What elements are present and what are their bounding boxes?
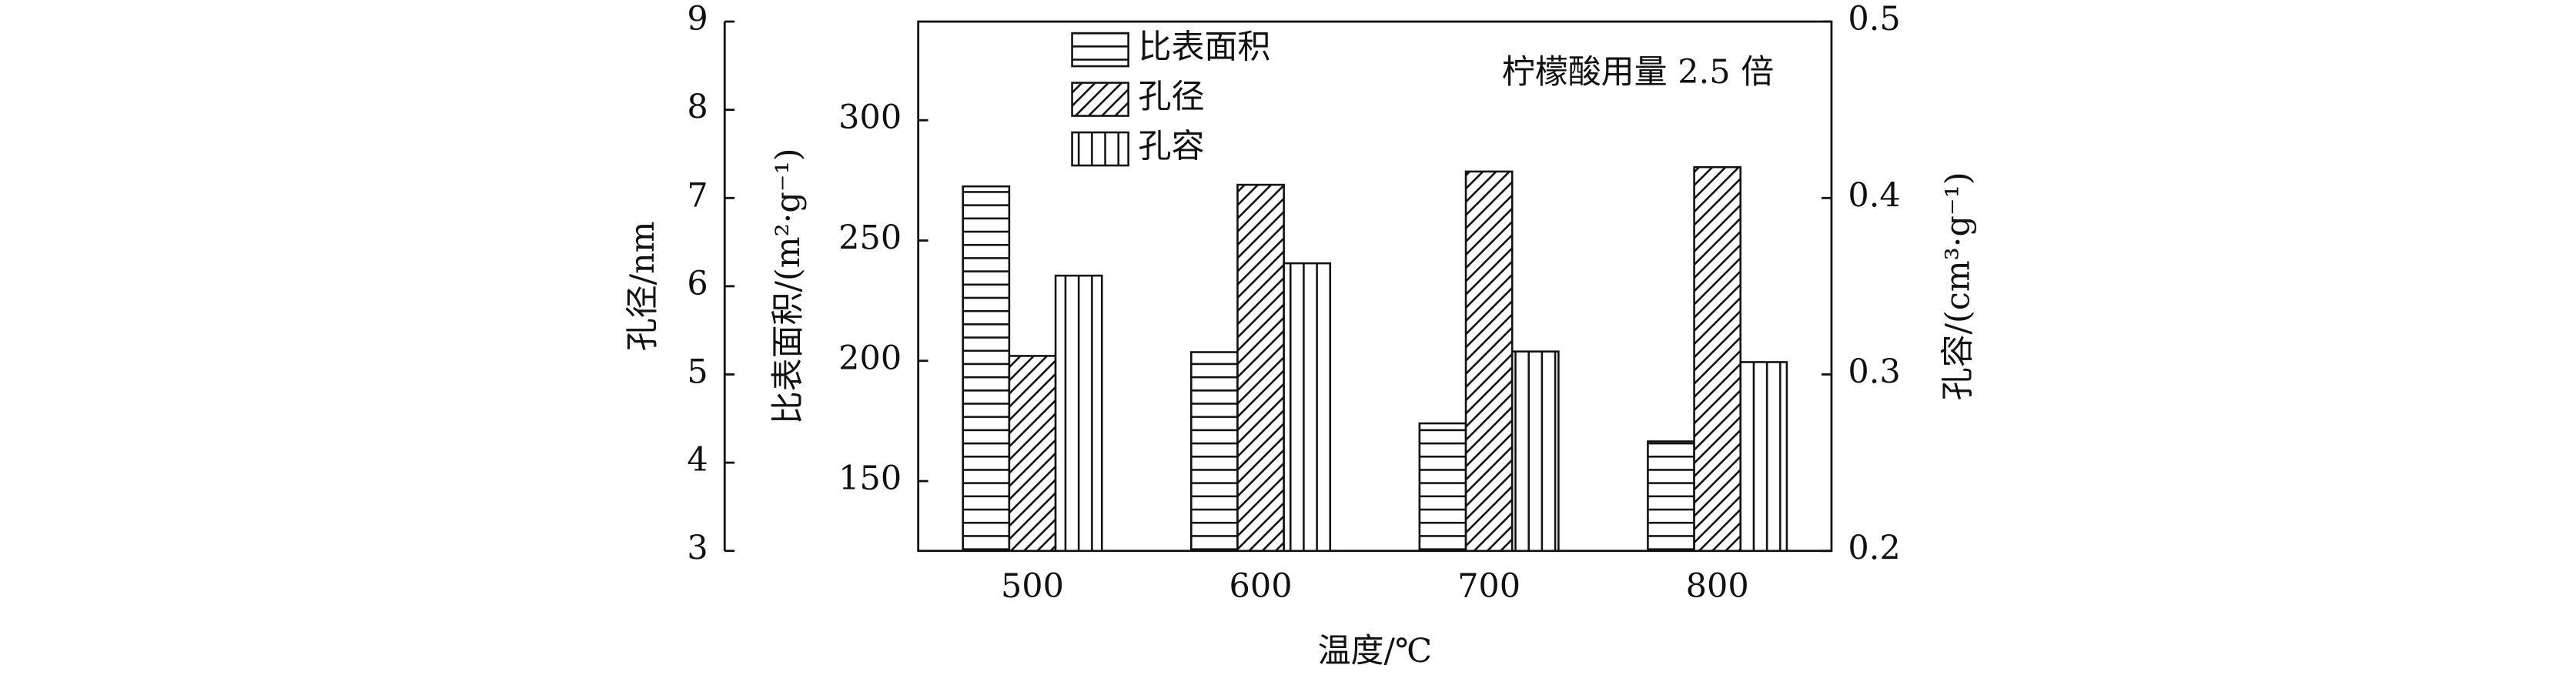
y2-tick-label: 0.3 xyxy=(1848,353,1900,391)
annotation: 柠檬酸用量 2.5 倍 xyxy=(1502,53,1774,92)
bar xyxy=(1189,351,1239,553)
bar xyxy=(1008,355,1057,553)
y-tick-label: 150 xyxy=(838,459,902,498)
y3-tick-label: 3 xyxy=(687,530,708,568)
y3-tick-label: 4 xyxy=(687,441,708,480)
y3-tick-label: 7 xyxy=(687,176,708,215)
y3-tick-label: 8 xyxy=(687,89,708,127)
legend-swatch xyxy=(1071,82,1129,117)
legend-swatch xyxy=(1071,32,1129,68)
y3-tick-label: 5 xyxy=(687,353,708,391)
bar xyxy=(1693,165,1742,553)
legend-label: 比表面积 xyxy=(1139,28,1271,67)
x-tick-label: 800 xyxy=(1686,567,1749,606)
bar xyxy=(1510,350,1560,553)
x-tick-label: 700 xyxy=(1457,567,1521,606)
bar xyxy=(1236,183,1285,553)
y-axis-label: 比表面积/(m²·g⁻¹) xyxy=(769,148,808,424)
y2-tick-label: 0.2 xyxy=(1848,530,1900,568)
legend-swatch xyxy=(1071,131,1129,167)
legend-label: 孔容 xyxy=(1139,128,1205,166)
plot-frame xyxy=(917,20,1833,553)
y2-axis-label: 孔容/(cm³·g⁻¹) xyxy=(1939,172,1978,400)
x-tick-label: 600 xyxy=(1229,567,1293,606)
y2-tick-label: 0.4 xyxy=(1848,176,1900,215)
bar xyxy=(1647,440,1695,553)
legend-label: 孔径 xyxy=(1139,78,1205,116)
bar xyxy=(1283,262,1332,553)
bar xyxy=(1418,422,1467,553)
y-tick-label: 250 xyxy=(838,219,902,257)
y2-tick-label: 0.5 xyxy=(1848,0,1900,38)
x-axis-label: 温度/℃ xyxy=(1318,632,1432,670)
bar xyxy=(1054,274,1103,553)
y-tick-label: 300 xyxy=(838,99,902,137)
y3-axis-label: 孔径/nm xyxy=(624,221,662,351)
y-tick-label: 200 xyxy=(838,339,902,378)
bar xyxy=(1739,361,1788,553)
bar xyxy=(1464,170,1514,553)
x-tick-label: 500 xyxy=(1001,567,1064,606)
bar xyxy=(962,185,1011,553)
y3-tick-label: 9 xyxy=(687,0,708,38)
y3-tick-label: 6 xyxy=(687,265,708,303)
